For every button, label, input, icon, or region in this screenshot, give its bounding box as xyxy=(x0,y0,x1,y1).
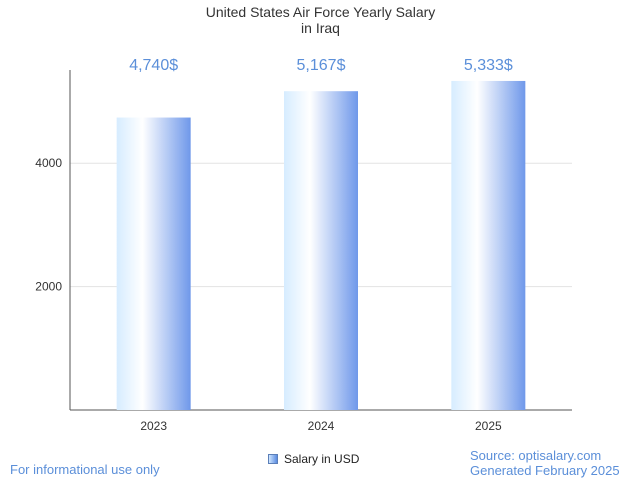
x-tick-label-2025: 2025 xyxy=(475,419,502,433)
disclaimer-text: For informational use only xyxy=(10,462,160,477)
bar-2024 xyxy=(284,91,358,410)
generated-text: Generated February 2025 xyxy=(470,463,620,478)
source-text: Source: optisalary.com xyxy=(470,448,602,463)
bar-2025 xyxy=(451,80,526,410)
x-tick-label-2023: 2023 xyxy=(140,419,167,433)
y-tick-label-2000: 2000 xyxy=(35,280,62,294)
chart-title-line-1: United States Air Force Yearly Salary xyxy=(205,4,436,20)
legend[interactable]: Salary in USD xyxy=(268,452,359,466)
bar-2023 xyxy=(116,117,191,411)
legend-label: Salary in USD xyxy=(284,452,360,466)
chart-title-line-2: in Iraq xyxy=(301,20,340,36)
data-label-2025: 5,333$ xyxy=(464,57,513,74)
data-label-2023: 4,740$ xyxy=(129,57,178,74)
legend-swatch xyxy=(268,454,278,464)
y-tick-label-4000: 4000 xyxy=(35,156,62,170)
x-tick-label-2024: 2024 xyxy=(308,419,335,433)
data-label-2024: 5,167$ xyxy=(297,57,346,74)
